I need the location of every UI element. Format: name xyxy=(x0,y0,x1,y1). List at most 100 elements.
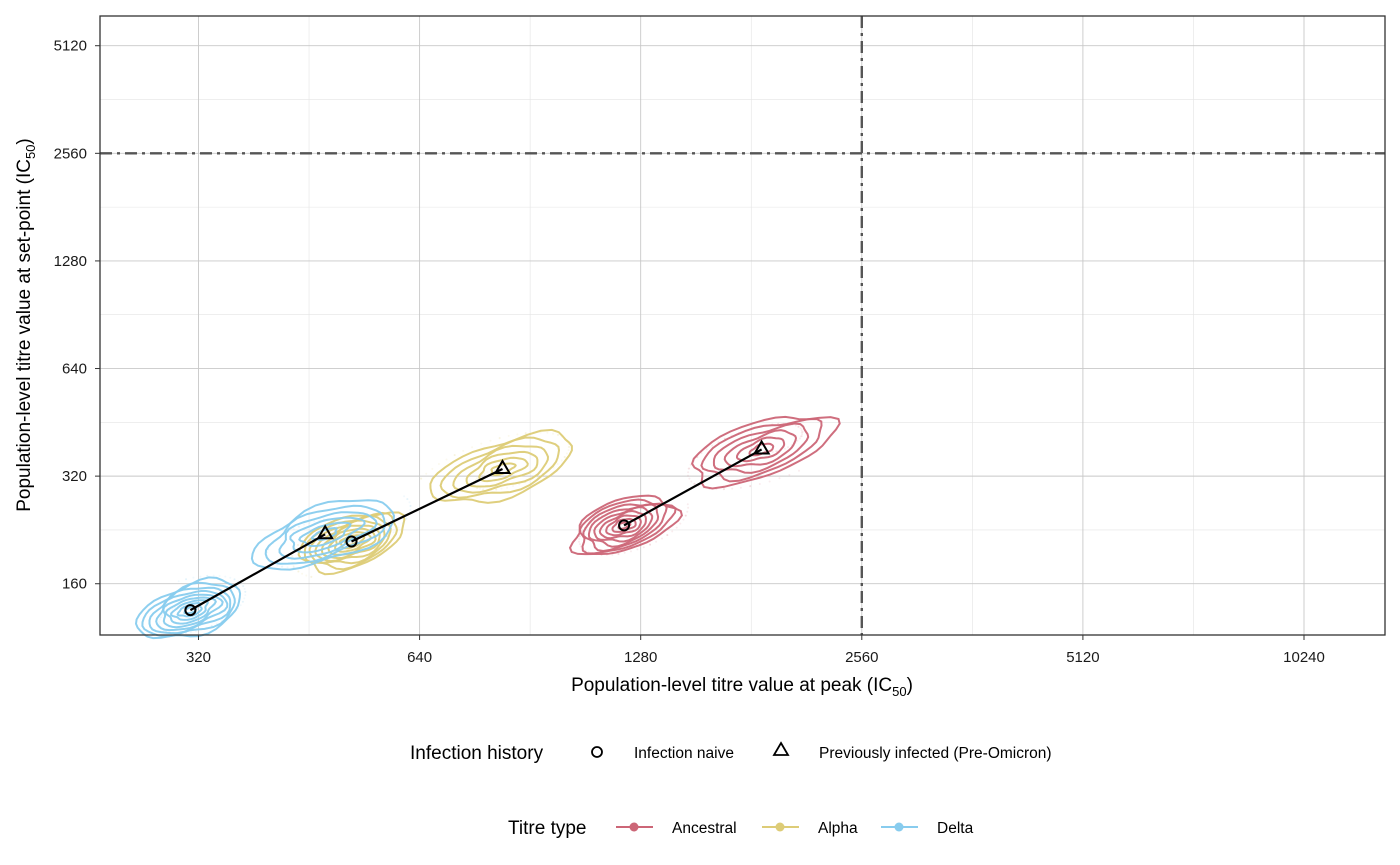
density-sample-point xyxy=(405,517,408,520)
density-sample-point xyxy=(675,526,678,529)
density-sample-point xyxy=(749,485,752,487)
density-sample-point xyxy=(406,498,409,501)
density-sample-point xyxy=(206,574,209,577)
legend-circle-marker xyxy=(591,746,603,758)
y-tick-label: 160 xyxy=(62,576,87,593)
density-sample-point xyxy=(242,600,245,603)
density-sample-point xyxy=(481,488,484,491)
density-sample-point xyxy=(409,504,412,507)
density-sample-point xyxy=(671,530,674,533)
density-sample-point xyxy=(405,517,408,520)
density-contour-alpha xyxy=(334,531,372,553)
density-sample-point xyxy=(722,488,725,491)
legend-item-alpha: Alpha xyxy=(818,820,858,837)
density-sample-point xyxy=(800,435,803,438)
y-axis-title: Population-level titre value at set-poin… xyxy=(14,138,38,512)
legend-triangle-marker xyxy=(772,741,790,756)
density-sample-point xyxy=(557,433,560,436)
density-sample-point xyxy=(546,431,549,434)
density-sample-point xyxy=(567,446,570,448)
density-sample-point xyxy=(565,452,568,455)
density-contour-ancestral xyxy=(582,502,668,553)
density-sample-point xyxy=(314,564,317,567)
density-sample-point xyxy=(471,446,474,449)
density-sample-point xyxy=(475,487,478,490)
density-sample-point xyxy=(800,429,803,432)
density-sample-point xyxy=(322,562,325,565)
density-sample-point xyxy=(630,550,632,553)
density-sample-point xyxy=(775,450,778,453)
density-contour-delta xyxy=(134,576,242,640)
density-sample-point xyxy=(392,531,395,534)
density-sample-point xyxy=(280,565,283,568)
density-sample-point xyxy=(617,552,620,555)
density-sample-point xyxy=(500,487,503,490)
density-sample-point xyxy=(686,503,689,506)
circle-marker-alpha xyxy=(345,535,358,548)
density-sample-point xyxy=(524,432,527,435)
density-sample-point xyxy=(242,585,245,587)
density-contour-delta xyxy=(264,504,386,565)
density-sample-point xyxy=(579,535,581,538)
density-sample-point xyxy=(305,574,308,577)
density-sample-point xyxy=(507,434,510,437)
x-tick-label: 1280 xyxy=(624,649,657,666)
density-sample-point xyxy=(556,434,559,436)
density-sample-point xyxy=(437,463,440,465)
density-sample-point xyxy=(158,622,161,625)
density-sample-point xyxy=(637,514,640,517)
density-sample-point xyxy=(684,514,687,517)
density-sample-point xyxy=(797,425,800,428)
density-contour-ancestral xyxy=(690,415,841,490)
circle-marker-delta xyxy=(184,604,197,617)
density-sample-point xyxy=(348,555,350,558)
density-sample-point xyxy=(462,449,465,452)
x-axis-ticks: 320 640 1280 2560 5120 10240 xyxy=(186,635,1325,666)
density-sample-point xyxy=(642,546,645,549)
density-sample-point xyxy=(177,580,180,583)
density-sample-point xyxy=(655,540,658,543)
circle-marker-ancestral xyxy=(618,519,631,532)
density-sample-point xyxy=(799,435,802,438)
legend-infection-history-title: Infection history xyxy=(410,743,544,764)
density-sample-point xyxy=(218,575,221,577)
density-sample-point xyxy=(243,587,246,590)
density-sample-point xyxy=(431,467,434,470)
legend-item-ancestral: Ancestral xyxy=(672,820,737,837)
density-sample-point xyxy=(524,432,527,435)
density-contour-ancestral xyxy=(611,517,637,533)
density-sample-point xyxy=(495,488,498,491)
connector-delta xyxy=(189,533,326,612)
density-contour-alpha xyxy=(452,444,550,494)
x-tick-label: 5120 xyxy=(1066,649,1099,666)
density-sample-point xyxy=(402,522,405,525)
density-sample-point xyxy=(686,510,689,513)
density-contour-ancestral xyxy=(723,429,798,468)
density-sample-point xyxy=(687,474,689,477)
legend-ancestral-key-dot xyxy=(629,822,639,832)
density-sample-point xyxy=(693,482,696,485)
density-sample-point xyxy=(185,578,188,581)
density-sample-point xyxy=(161,614,164,617)
density-sample-point xyxy=(159,616,162,619)
density-sample-point xyxy=(498,437,501,440)
density-sample-point xyxy=(687,506,690,509)
density-sample-point xyxy=(568,445,571,448)
density-sample-point xyxy=(403,495,406,498)
density-sample-point xyxy=(233,578,236,581)
density-sample-point xyxy=(292,566,295,569)
legend-titre-type: Titre type Ancestral Alpha Delta xyxy=(508,818,974,839)
legend-alpha-key-dot xyxy=(775,822,785,832)
reference-lines xyxy=(100,16,1385,635)
density-sample-point xyxy=(493,469,496,472)
density-contour-ancestral xyxy=(598,509,647,540)
density-sample-point xyxy=(684,514,687,517)
density-contour-delta xyxy=(170,599,209,621)
density-sample-point xyxy=(276,564,279,567)
density-sample-point xyxy=(506,486,509,489)
density-sample-point xyxy=(215,622,218,625)
density-sample-point xyxy=(453,454,456,457)
density-sample-point xyxy=(408,501,411,504)
density-sample-point xyxy=(160,616,163,619)
